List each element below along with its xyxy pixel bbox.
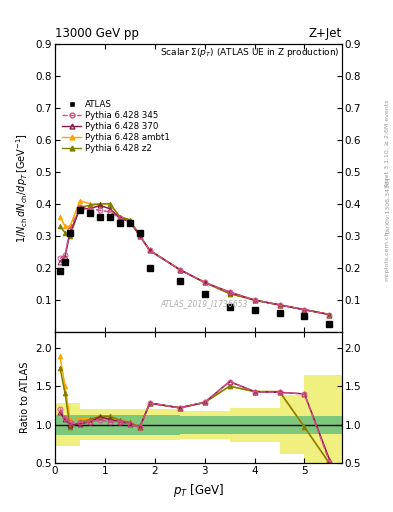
Y-axis label: $1/N_{\rm ch}\,dN_{\rm ch}/dp_T\,[{\rm GeV}^{-1}]$: $1/N_{\rm ch}\,dN_{\rm ch}/dp_T\,[{\rm G… [15,133,30,243]
Legend: ATLAS, Pythia 6.428 345, Pythia 6.428 370, Pythia 6.428 ambt1, Pythia 6.428 z2: ATLAS, Pythia 6.428 345, Pythia 6.428 37… [62,100,169,154]
Text: mcplots.cern.ch: mcplots.cern.ch [385,231,390,281]
X-axis label: $p_T$ [GeV]: $p_T$ [GeV] [173,482,224,499]
Text: 13000 GeV pp: 13000 GeV pp [55,27,139,40]
Text: [arXiv:1306.3436]: [arXiv:1306.3436] [385,177,390,233]
Text: Scalar $\Sigma(p_T)$ (ATLAS UE in Z production): Scalar $\Sigma(p_T)$ (ATLAS UE in Z prod… [160,47,339,59]
Text: Z+Jet: Z+Jet [309,27,342,40]
Y-axis label: Ratio to ATLAS: Ratio to ATLAS [20,362,30,434]
Text: ATLAS_2019_I1736653: ATLAS_2019_I1736653 [160,299,248,308]
Text: Rivet 3.1.10, ≥ 2.6M events: Rivet 3.1.10, ≥ 2.6M events [385,100,390,187]
